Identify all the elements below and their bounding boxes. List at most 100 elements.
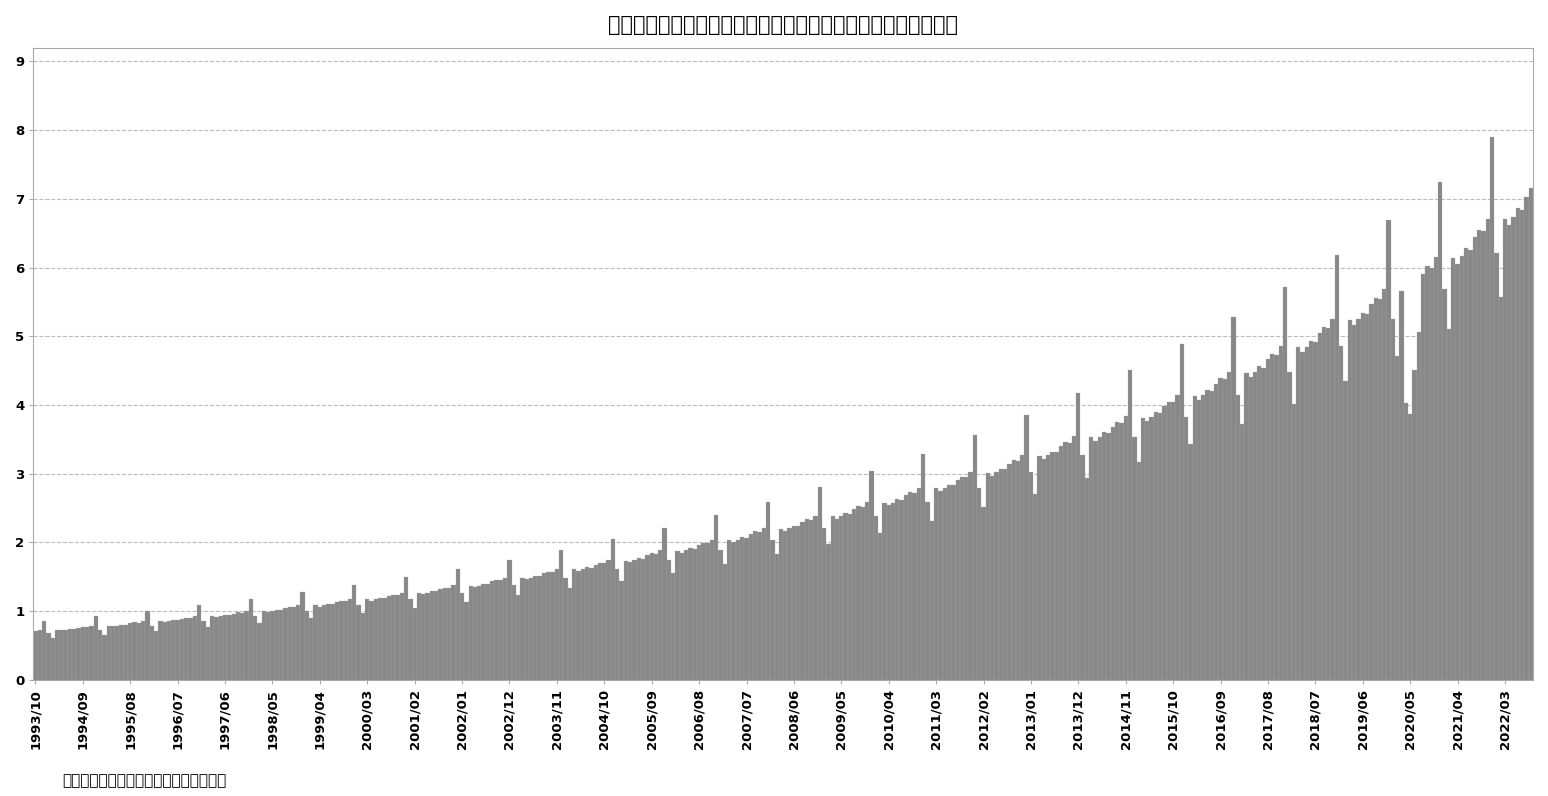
Bar	[76, 627, 80, 680]
Bar	[1515, 209, 1520, 680]
Bar	[1283, 287, 1288, 680]
Bar	[740, 537, 745, 680]
Bar	[706, 543, 711, 680]
Bar	[585, 568, 590, 680]
Bar	[1235, 396, 1240, 680]
Bar	[1520, 209, 1525, 680]
Bar	[718, 550, 723, 680]
Bar	[395, 595, 399, 680]
Bar	[1365, 314, 1370, 680]
Bar	[1370, 304, 1373, 680]
Bar	[865, 502, 870, 680]
Bar	[1063, 442, 1068, 680]
Bar	[443, 587, 447, 680]
Bar	[714, 515, 718, 680]
Bar	[563, 578, 568, 680]
Bar	[310, 618, 313, 680]
Bar	[1469, 250, 1472, 680]
Bar	[373, 599, 378, 680]
Bar	[274, 610, 279, 680]
Bar	[542, 573, 546, 680]
Bar	[680, 552, 684, 680]
Bar	[817, 487, 822, 680]
Bar	[1464, 248, 1469, 680]
Bar	[916, 488, 921, 680]
Bar	[1228, 372, 1231, 680]
Bar	[1486, 219, 1489, 680]
Bar	[529, 578, 533, 680]
Bar	[399, 592, 404, 680]
Bar	[257, 622, 262, 680]
Bar	[1132, 437, 1136, 680]
Bar	[433, 591, 438, 680]
Bar	[1525, 197, 1529, 680]
Bar	[102, 635, 107, 680]
Bar	[447, 587, 452, 680]
Bar	[1059, 446, 1063, 680]
Bar	[525, 579, 529, 680]
Bar	[1455, 263, 1460, 680]
Bar	[1110, 427, 1115, 680]
Bar	[1124, 416, 1128, 680]
Bar	[870, 471, 873, 680]
Bar	[1262, 368, 1266, 680]
Bar	[1249, 377, 1252, 680]
Bar	[1498, 297, 1503, 680]
Bar	[206, 627, 211, 680]
Bar	[774, 554, 779, 680]
Bar	[211, 616, 214, 680]
Bar	[1167, 401, 1170, 680]
Bar	[163, 622, 167, 680]
Bar	[515, 595, 520, 680]
Bar	[1269, 353, 1274, 680]
Bar	[800, 522, 805, 680]
Bar	[93, 616, 98, 680]
Bar	[37, 630, 42, 680]
Bar	[1192, 396, 1197, 680]
Bar	[766, 501, 771, 680]
Bar	[481, 583, 486, 680]
Bar	[464, 602, 469, 680]
Bar	[240, 613, 245, 680]
Bar	[1296, 347, 1300, 680]
Bar	[1175, 395, 1180, 680]
Bar	[568, 588, 571, 680]
Bar	[636, 558, 641, 680]
Bar	[245, 611, 249, 680]
Bar	[115, 626, 119, 680]
Bar	[283, 608, 288, 680]
Bar	[628, 562, 632, 680]
Bar	[822, 529, 827, 680]
Bar	[697, 545, 701, 680]
Bar	[438, 589, 443, 680]
Bar	[1042, 458, 1046, 680]
Bar	[1317, 333, 1322, 680]
Bar	[602, 564, 607, 680]
Bar	[805, 519, 810, 680]
Bar	[1477, 230, 1481, 680]
Bar	[723, 564, 728, 680]
Bar	[796, 526, 800, 680]
Bar	[288, 607, 293, 680]
Bar	[356, 605, 361, 680]
Title: 図表３：クレジットカードによる決済額の推移（兆円：月次）: 図表３：クレジットカードによる決済額の推移（兆円：月次）	[608, 15, 958, 35]
Bar	[1450, 258, 1455, 680]
Bar	[1141, 418, 1146, 680]
Bar	[546, 572, 551, 680]
Bar	[1003, 470, 1008, 680]
Bar	[783, 531, 788, 680]
Bar	[1015, 461, 1020, 680]
Bar	[1472, 237, 1477, 680]
Bar	[201, 621, 206, 680]
Bar	[947, 485, 950, 680]
Bar	[430, 591, 433, 680]
Bar	[1257, 366, 1262, 680]
Bar	[1266, 359, 1269, 680]
Bar	[235, 612, 240, 680]
Bar	[667, 560, 672, 680]
Bar	[1416, 332, 1421, 680]
Bar	[1288, 372, 1291, 680]
Bar	[279, 610, 283, 680]
Bar	[1356, 319, 1361, 680]
Bar	[305, 611, 310, 680]
